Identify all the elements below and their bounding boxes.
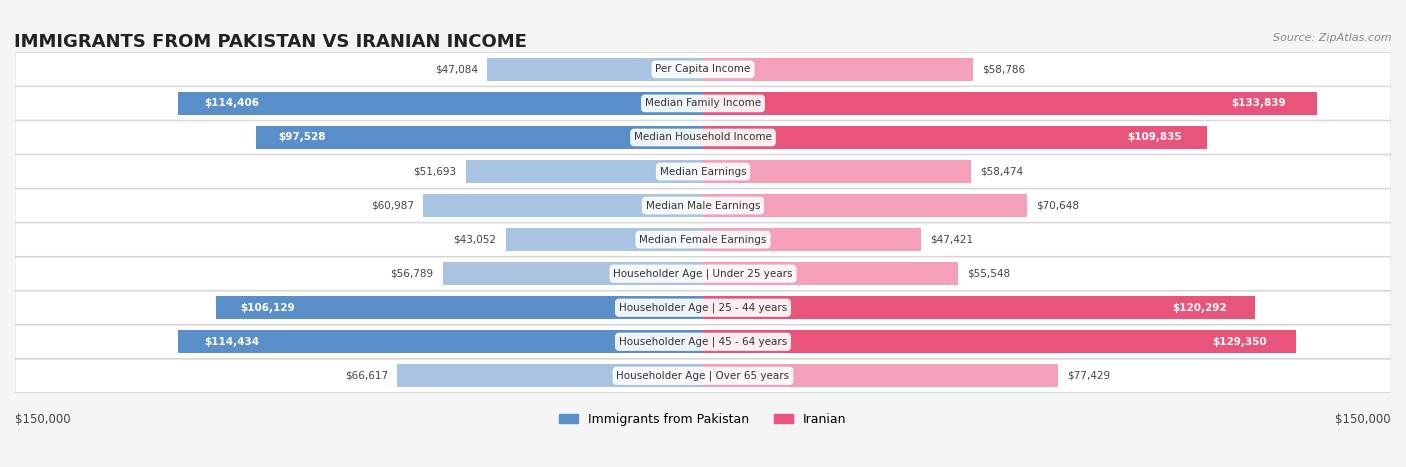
Text: Median Male Earnings: Median Male Earnings bbox=[645, 200, 761, 211]
Bar bbox=[703, 364, 1059, 387]
Bar bbox=[703, 194, 1026, 217]
Text: Per Capita Income: Per Capita Income bbox=[655, 64, 751, 74]
FancyBboxPatch shape bbox=[15, 359, 1391, 392]
Text: $66,617: $66,617 bbox=[344, 371, 388, 381]
FancyBboxPatch shape bbox=[15, 257, 1391, 290]
Text: $60,987: $60,987 bbox=[371, 200, 415, 211]
Text: $47,084: $47,084 bbox=[434, 64, 478, 74]
Bar bbox=[703, 160, 972, 183]
Text: $97,528: $97,528 bbox=[278, 133, 326, 142]
Text: $114,406: $114,406 bbox=[204, 99, 260, 108]
Text: $114,434: $114,434 bbox=[204, 337, 260, 347]
Bar bbox=[703, 262, 957, 285]
Text: $120,292: $120,292 bbox=[1173, 303, 1227, 313]
Legend: Immigrants from Pakistan, Iranian: Immigrants from Pakistan, Iranian bbox=[554, 408, 852, 431]
Text: $129,350: $129,350 bbox=[1212, 337, 1267, 347]
Bar bbox=[703, 126, 1206, 149]
FancyBboxPatch shape bbox=[15, 53, 1391, 86]
Bar bbox=[398, 364, 703, 387]
Text: $55,548: $55,548 bbox=[967, 269, 1010, 279]
Text: Source: ZipAtlas.com: Source: ZipAtlas.com bbox=[1274, 33, 1392, 42]
FancyBboxPatch shape bbox=[15, 223, 1391, 256]
Text: $56,789: $56,789 bbox=[391, 269, 433, 279]
Bar bbox=[256, 126, 703, 149]
Text: $58,786: $58,786 bbox=[981, 64, 1025, 74]
Text: $109,835: $109,835 bbox=[1128, 133, 1181, 142]
FancyBboxPatch shape bbox=[15, 87, 1391, 120]
Bar bbox=[703, 330, 1296, 354]
Text: $150,000: $150,000 bbox=[15, 413, 70, 426]
Bar bbox=[703, 58, 973, 81]
Bar bbox=[217, 296, 703, 319]
Bar bbox=[703, 228, 921, 251]
Text: Median Family Income: Median Family Income bbox=[645, 99, 761, 108]
Text: $77,429: $77,429 bbox=[1067, 371, 1111, 381]
Text: $106,129: $106,129 bbox=[240, 303, 295, 313]
Text: $47,421: $47,421 bbox=[929, 234, 973, 245]
Bar bbox=[486, 58, 703, 81]
Bar bbox=[423, 194, 703, 217]
Bar bbox=[179, 330, 703, 354]
Text: Median Household Income: Median Household Income bbox=[634, 133, 772, 142]
Text: IMMIGRANTS FROM PAKISTAN VS IRANIAN INCOME: IMMIGRANTS FROM PAKISTAN VS IRANIAN INCO… bbox=[14, 33, 527, 51]
Text: $51,693: $51,693 bbox=[413, 167, 457, 177]
Text: Householder Age | 25 - 44 years: Householder Age | 25 - 44 years bbox=[619, 303, 787, 313]
FancyBboxPatch shape bbox=[15, 291, 1391, 325]
Text: Median Female Earnings: Median Female Earnings bbox=[640, 234, 766, 245]
Text: $133,839: $133,839 bbox=[1232, 99, 1286, 108]
Bar bbox=[465, 160, 703, 183]
Bar bbox=[179, 92, 703, 115]
Text: Householder Age | Under 25 years: Householder Age | Under 25 years bbox=[613, 269, 793, 279]
FancyBboxPatch shape bbox=[15, 155, 1391, 188]
FancyBboxPatch shape bbox=[15, 325, 1391, 359]
Text: Median Earnings: Median Earnings bbox=[659, 167, 747, 177]
Bar bbox=[703, 296, 1254, 319]
Text: $43,052: $43,052 bbox=[453, 234, 496, 245]
Bar bbox=[506, 228, 703, 251]
Text: Householder Age | Over 65 years: Householder Age | Over 65 years bbox=[616, 370, 790, 381]
Text: Householder Age | 45 - 64 years: Householder Age | 45 - 64 years bbox=[619, 337, 787, 347]
FancyBboxPatch shape bbox=[15, 121, 1391, 154]
FancyBboxPatch shape bbox=[15, 189, 1391, 222]
Text: $150,000: $150,000 bbox=[1336, 413, 1391, 426]
Text: $58,474: $58,474 bbox=[980, 167, 1024, 177]
Bar bbox=[443, 262, 703, 285]
Text: $70,648: $70,648 bbox=[1036, 200, 1080, 211]
Bar bbox=[703, 92, 1317, 115]
